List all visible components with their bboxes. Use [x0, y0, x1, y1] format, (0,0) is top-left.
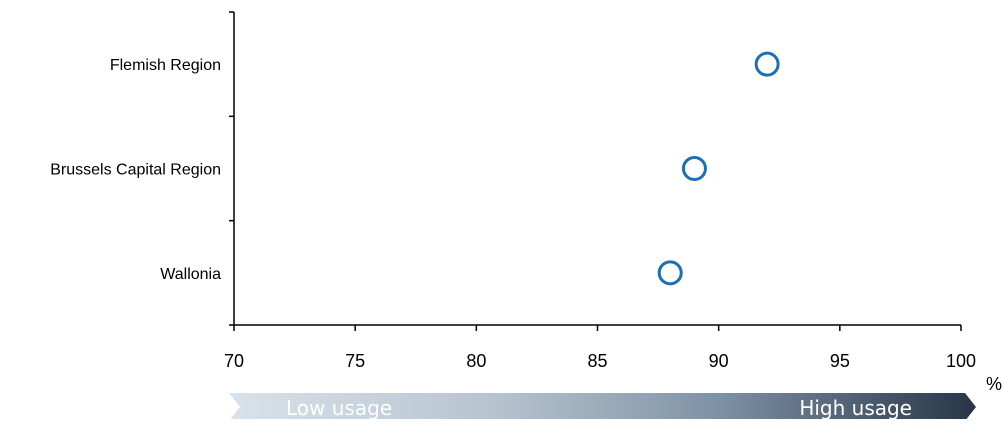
high-usage-label: High usage	[799, 396, 912, 419]
usage-scale-arrow	[229, 393, 976, 421]
y-axis-ticks	[229, 11, 234, 326]
x-axis-ticks: 70 75 80 85 90 95 100	[224, 325, 976, 371]
x-tick-label: 70	[224, 351, 244, 371]
category-label: Flemish Region	[110, 57, 221, 74]
x-tick-label: 95	[830, 351, 850, 371]
data-point	[681, 156, 707, 181]
x-tick-label: 80	[466, 351, 486, 371]
category-labels: Flemish Region Brussels Capital Region Wal…	[50, 57, 221, 283]
data-point	[657, 260, 683, 286]
low-usage-label: Low usage	[286, 396, 392, 419]
x-tick-label: 75	[345, 351, 365, 371]
x-tick-label: 90	[709, 351, 729, 371]
data-point	[754, 51, 780, 77]
category-label: Wallonia	[160, 266, 221, 283]
category-label: Brussels Capital Region	[50, 162, 221, 179]
x-tick-label: 85	[587, 351, 607, 371]
x-tick-label: 100	[946, 351, 976, 371]
data-points	[657, 51, 780, 286]
x-unit-label: %	[986, 374, 1002, 394]
